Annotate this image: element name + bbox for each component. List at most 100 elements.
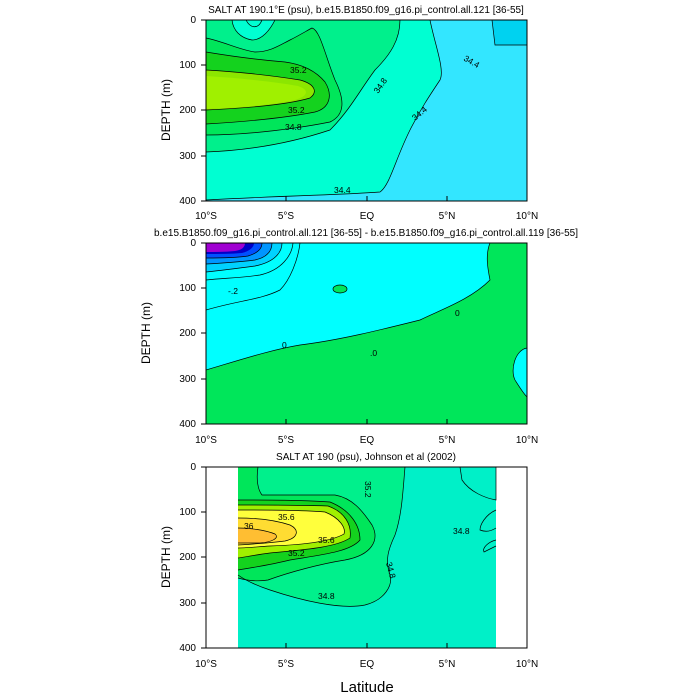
p2-xtick-label: 5°N <box>439 435 456 446</box>
p1-xtick-label: 5°N <box>439 211 456 222</box>
p1-clabel: 34.4 <box>334 185 351 195</box>
p2-xtick-label: 5°S <box>278 435 295 446</box>
p1-clabel: 35.2 <box>290 65 307 75</box>
p2-fill-negative-small <box>513 348 527 397</box>
p1-axes: 0 100 200 300 400 DEPTH (m) 10°S 5°S EQ … <box>159 15 538 222</box>
p2-contour-line <box>512 347 527 398</box>
p3-clabel: 34.8 <box>384 561 398 580</box>
p1-xtick-label: EQ <box>360 211 375 222</box>
panel-1-contours <box>206 20 527 201</box>
p3-ytick-label: 0 <box>190 462 196 473</box>
p1-fill-35-6 <box>206 76 306 109</box>
p2-ytick-marks <box>201 242 206 425</box>
p3-clabel: 34.8 <box>318 591 335 601</box>
p2-contour-line <box>206 243 294 281</box>
p1-contour-line <box>206 20 442 201</box>
p3-y-axis-label: DEPTH (m) <box>159 526 173 588</box>
p1-xtick-label: 10°N <box>516 211 538 222</box>
p1-xtick-marks <box>205 196 528 201</box>
p2-axes: 0 100 200 300 400 DEPTH (m) 10°S 5°S EQ … <box>139 238 538 446</box>
p2-contour-line <box>206 243 283 273</box>
p1-y-axis-label: DEPTH (m) <box>159 79 173 141</box>
p3-fill-36-0 <box>238 528 277 543</box>
p3-clabel: 35.2 <box>363 481 373 498</box>
p2-ytick-label: 400 <box>179 419 196 430</box>
p3-xtick-label: 10°N <box>516 659 538 670</box>
p3-ytick-label: 200 <box>179 552 196 563</box>
p1-contour-line <box>491 20 527 46</box>
x-axis-label: Latitude <box>340 679 393 696</box>
p2-ytick-label: 0 <box>190 238 196 249</box>
p3-ytick-marks <box>201 466 206 649</box>
p1-ytick-marks <box>201 19 206 202</box>
p3-xtick-label: 10°S <box>195 659 217 670</box>
p2-xtick-marks <box>205 419 528 424</box>
p1-ytick-label: 100 <box>179 60 196 71</box>
p3-contour-line <box>237 467 406 607</box>
panel-3-title: SALT AT 190 (psu), Johnson et al (2002) <box>276 452 456 463</box>
p3-contour-line <box>483 539 497 553</box>
p3-contour-line <box>237 517 297 546</box>
p3-contour-line <box>237 509 345 549</box>
p3-xtick-label: 5°N <box>439 659 456 670</box>
p2-y-axis-label: DEPTH (m) <box>139 302 153 364</box>
p3-clabel: 35.6 <box>318 535 335 545</box>
p3-contour-line <box>459 467 497 501</box>
panel-2: b.e15.B1850.f09_g16.pi_control.all.121 [… <box>139 228 578 446</box>
p3-axes: 0 100 200 300 400 DEPTH (m) 10°S 5°S EQ … <box>159 462 538 696</box>
p1-clabel: 35.2 <box>288 105 305 115</box>
p1-ytick-label: 0 <box>190 15 196 26</box>
p2-contour-line <box>206 243 301 311</box>
p1-contour-line <box>206 20 401 153</box>
panel-1: SALT AT 190.1°E (psu), b.e15.B1850.f09_g… <box>159 5 538 222</box>
p3-xtick-marks <box>205 643 528 648</box>
p2-contour-island <box>332 284 348 294</box>
p3-clabel: 35.2 <box>288 548 305 558</box>
p3-ytick-label: 100 <box>179 507 196 518</box>
p2-ytick-label: 100 <box>179 283 196 294</box>
panel-1-title: SALT AT 190.1°E (psu), b.e15.B1850.f09_g… <box>208 5 524 16</box>
p2-xtick-label: EQ <box>360 435 375 446</box>
p1-xtick-label: 10°S <box>195 211 217 222</box>
p3-contour-labels: 36 35.6 35.6 35.2 35.2 34.8 34.8 34.8 <box>244 481 470 601</box>
p3-xtick-label: 5°S <box>278 659 295 670</box>
p2-xtick-label: 10°S <box>195 435 217 446</box>
p3-contour-line <box>237 499 361 571</box>
p3-clabel: 35.6 <box>278 512 295 522</box>
p3-xtick-label: EQ <box>360 659 375 670</box>
p2-contour-line <box>206 243 273 265</box>
p3-ytick-label: 400 <box>179 643 196 654</box>
p1-ytick-label: 200 <box>179 105 196 116</box>
p2-contour-labels: -.2 0 .0 0 <box>228 286 460 358</box>
p1-contour-line <box>245 20 263 28</box>
p1-xtick-label: 5°S <box>278 211 295 222</box>
panel-2-title: b.e15.B1850.f09_g16.pi_control.all.121 [… <box>154 228 578 239</box>
p1-fill-34-2 <box>492 20 527 45</box>
p1-contour-line <box>206 51 330 125</box>
p2-xtick-label: 10°N <box>516 435 538 446</box>
p3-contour-line <box>479 509 497 532</box>
p1-ytick-label: 300 <box>179 151 196 162</box>
p2-ytick-label: 300 <box>179 374 196 385</box>
p2-fill-minus-7 <box>206 243 245 252</box>
p3-ytick-label: 300 <box>179 598 196 609</box>
panel-3-contours <box>206 467 527 648</box>
p3-contour-line <box>237 504 351 559</box>
p3-clabel: 36 <box>244 521 254 531</box>
p3-contour-line <box>237 467 376 582</box>
panel-3: SALT AT 190 (psu), Johnson et al (2002) … <box>159 452 538 696</box>
p2-contour-line <box>206 243 491 371</box>
p1-contour-line <box>206 27 343 136</box>
p2-clabel: 0 <box>282 340 287 350</box>
panel-2-contours <box>206 243 527 424</box>
p3-contour-line <box>237 527 277 544</box>
p2-clabel: -.2 <box>228 286 238 296</box>
p1-contour-line <box>206 69 315 111</box>
p2-ytick-label: 200 <box>179 328 196 339</box>
p2-clabel: .0 <box>370 348 377 358</box>
p2-contour-line <box>206 243 263 259</box>
p1-ytick-label: 400 <box>179 196 196 207</box>
p3-clabel: 34.8 <box>453 526 470 536</box>
p1-clabel: 34.8 <box>285 122 302 132</box>
